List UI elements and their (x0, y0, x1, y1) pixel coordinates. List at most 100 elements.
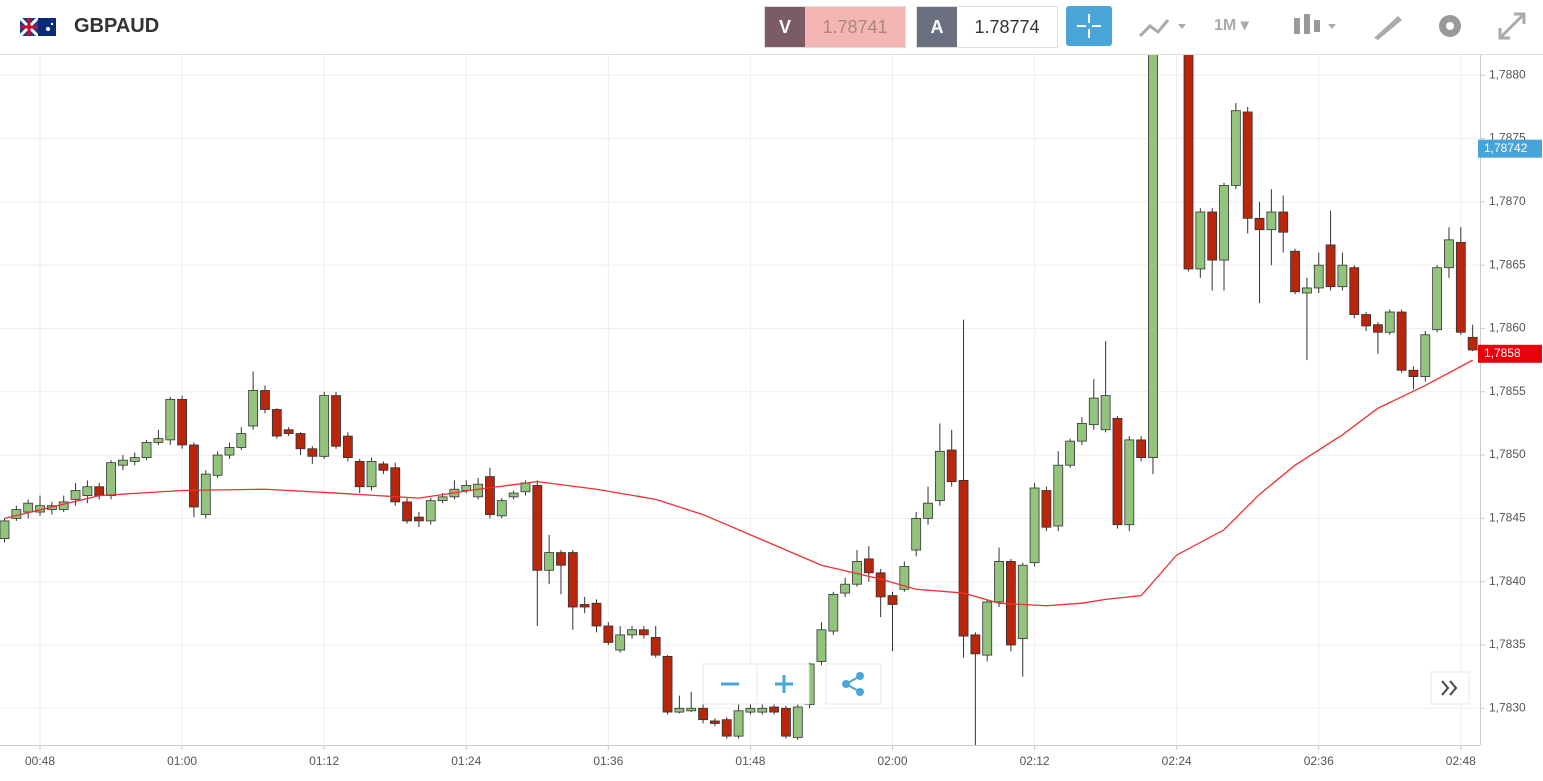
candle-body (295, 433, 306, 450)
candle-body (307, 448, 318, 457)
candle-body (1053, 464, 1064, 527)
candle-body (887, 595, 898, 605)
candle-body (425, 500, 436, 522)
candle-body (1112, 417, 1123, 526)
candle-body (946, 449, 957, 483)
candle-body (1432, 267, 1443, 331)
candle-body (1361, 314, 1371, 327)
fullscreen-button[interactable] (1492, 6, 1532, 46)
candle-body (792, 706, 803, 738)
y-tick-label: 1,7840 (1489, 574, 1526, 588)
candle-body (153, 438, 164, 443)
scroll-end-button[interactable] (1430, 671, 1470, 705)
candle-body (816, 629, 827, 662)
candle-body (970, 634, 981, 655)
candle-body (354, 461, 365, 488)
candle-body (319, 395, 330, 457)
candle-body (1254, 217, 1265, 231)
candle-body (875, 572, 886, 598)
candle-body (556, 552, 566, 566)
candle-body (236, 433, 247, 448)
x-tick-label: 00:48 (25, 754, 55, 768)
symbol: GBPAUD (74, 15, 160, 37)
zoom-in-button[interactable] (758, 665, 808, 703)
candle-body (603, 625, 614, 643)
candle-body (638, 629, 649, 636)
settings-button[interactable] (1430, 6, 1470, 46)
y-tick-label: 1,7855 (1489, 384, 1526, 398)
candle-body (342, 435, 353, 459)
candle-body (1230, 110, 1241, 186)
candle-body (911, 517, 922, 551)
candle-body (1088, 397, 1099, 426)
candle-body (473, 483, 484, 498)
y-tick-label: 1,7860 (1489, 321, 1526, 335)
candle-body (366, 461, 377, 488)
candle-body (0, 520, 10, 540)
candle-body (1219, 185, 1229, 261)
candle-body (532, 485, 543, 571)
candle-body (1325, 244, 1336, 288)
candle-body (260, 390, 270, 410)
candle-body (745, 707, 756, 713)
price-marker (1478, 344, 1542, 363)
candle-body (94, 486, 105, 496)
y-tick-label: 1,7835 (1489, 637, 1526, 651)
sell-button[interactable]: V 1.78741 (764, 6, 906, 48)
candle-body (141, 442, 152, 459)
candle-body (485, 476, 495, 515)
x-tick-label: 02:00 (877, 754, 907, 768)
candle-body (390, 467, 401, 503)
candle-style-button[interactable] (1288, 6, 1344, 46)
y-tick-label: 1,7865 (1489, 257, 1526, 271)
candle-body (923, 502, 933, 519)
candle-body (118, 459, 128, 466)
x-tick-label: 02:24 (1162, 754, 1192, 768)
candle-body (402, 501, 412, 522)
x-tick-label: 01:00 (167, 754, 197, 768)
price-marker-label: 1,78742 (1484, 141, 1528, 155)
y-tick-label: 1,7830 (1489, 700, 1526, 714)
y-tick-label: 1,7870 (1489, 194, 1526, 208)
zoom-out-button[interactable] (704, 665, 756, 703)
share-button[interactable] (825, 663, 882, 705)
x-tick-label: 02:48 (1446, 754, 1476, 768)
candle-body (1313, 264, 1324, 289)
candle-body (165, 398, 176, 441)
candle-body (11, 509, 22, 519)
y-tick-label: 1,7850 (1489, 447, 1526, 461)
candle-body (1195, 211, 1206, 270)
candle-body (224, 447, 235, 456)
candle-body (413, 516, 424, 522)
candle-body (1337, 264, 1348, 288)
chart-type-button[interactable] (1130, 6, 1190, 46)
candle-body (1290, 250, 1300, 293)
crosshair-button[interactable] (1066, 6, 1112, 46)
candle-body (958, 479, 969, 637)
x-tick-label: 02:36 (1304, 754, 1334, 768)
price-marker (1478, 139, 1542, 158)
candle-body (1029, 487, 1040, 564)
candle-body (934, 450, 945, 502)
candle-body (331, 395, 341, 447)
buy-button[interactable]: A 1.78774 (916, 6, 1058, 48)
candle-body (1408, 369, 1419, 377)
candle-body (1302, 287, 1312, 294)
candle-body (82, 486, 93, 496)
candle-body (840, 583, 851, 594)
candle-body (23, 502, 34, 513)
x-tick-label: 01:12 (309, 754, 339, 768)
drawing-tools-button[interactable] (1368, 6, 1408, 46)
timeframe-button[interactable]: 1M ▾ (1214, 17, 1249, 34)
candle-body (1100, 395, 1111, 431)
candle-body (757, 707, 768, 713)
candle-body (378, 463, 389, 471)
candle-body (129, 457, 140, 462)
candle-body (271, 409, 282, 437)
candle-body (461, 485, 472, 491)
candle-body (591, 602, 602, 627)
candle-body (567, 552, 578, 608)
candle-body (1207, 211, 1218, 261)
